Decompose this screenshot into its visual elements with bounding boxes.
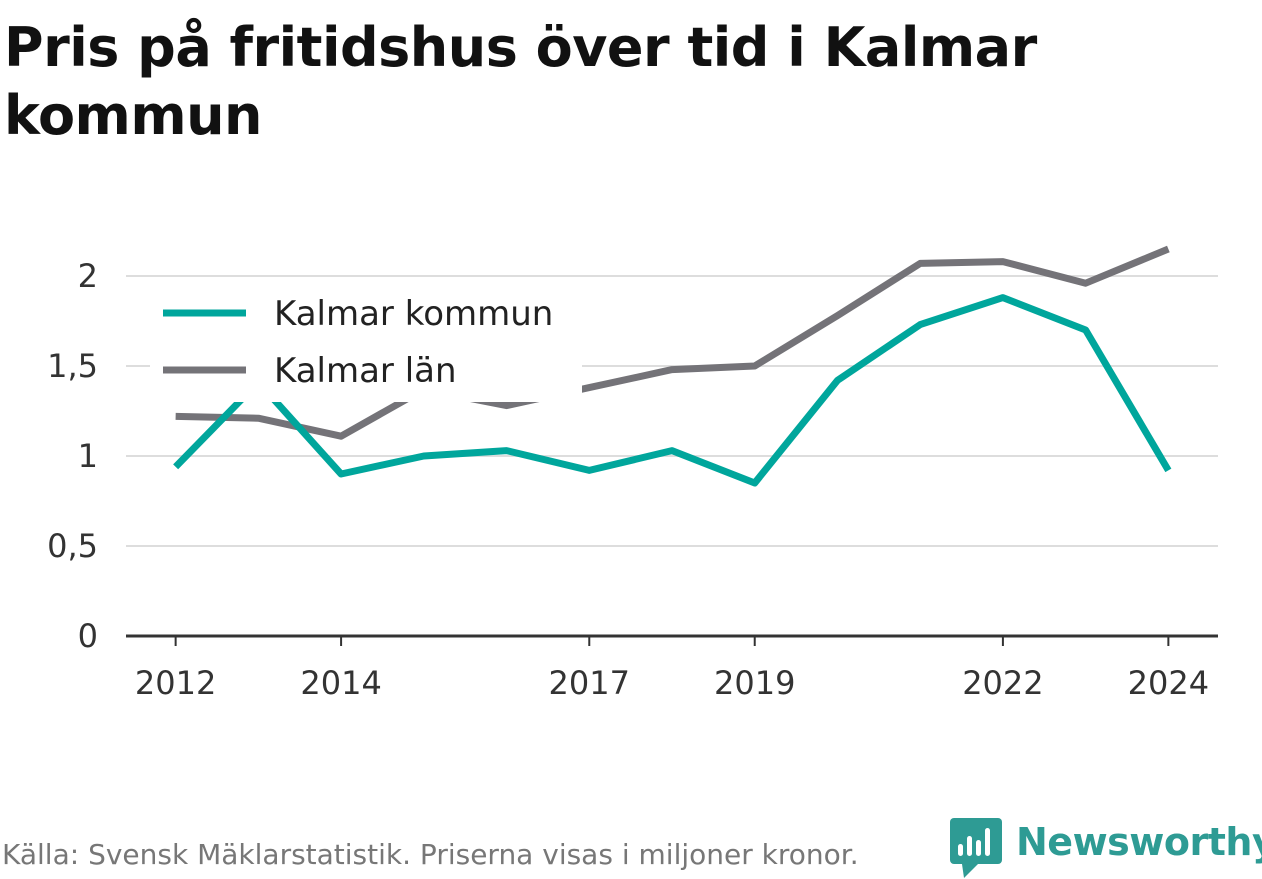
series-line-kalmar-kommun: [173, 294, 1172, 487]
y-tick-label: 1: [78, 437, 98, 475]
x-tick-label: 2012: [135, 664, 216, 702]
grid-lines: [126, 275, 1218, 547]
x-axis-labels: 2012 2014 2017 2019 2022 2024: [135, 664, 1209, 702]
y-tick-label: 0,5: [47, 527, 98, 565]
x-tick-label: 2024: [1128, 664, 1209, 702]
legend-label: Kalmar kommun: [274, 294, 553, 334]
newsworthy-logo-icon: [950, 818, 1002, 878]
x-tick-label: 2017: [549, 664, 630, 702]
x-tick-label: 2019: [714, 664, 795, 702]
x-axis: [126, 634, 1218, 646]
y-tick-label: 2: [78, 257, 98, 295]
y-tick-label: 0: [78, 617, 98, 655]
source-note: Källa: Svensk Mäklarstatistik. Priserna …: [2, 838, 859, 871]
y-tick-label: 1,5: [47, 347, 98, 385]
series-line-kalmar-lan: [175, 245, 1170, 440]
y-axis-labels: 0 0,5 1 1,5 2: [47, 257, 98, 655]
series-lines: [173, 245, 1172, 487]
x-tick-label: 2014: [300, 664, 381, 702]
x-tick-label: 2022: [962, 664, 1043, 702]
legend-background: [150, 290, 582, 402]
legend-label: Kalmar län: [274, 351, 457, 391]
legend: Kalmar kommun Kalmar län: [150, 290, 582, 402]
brand-name: Newsworthy: [1016, 820, 1262, 864]
chart-title: Pris på fritidshus över tid i Kalmar kom…: [4, 16, 1037, 147]
newsworthy-brand: Newsworthy: [950, 818, 1262, 878]
line-chart: 0 0,5 1 1,5 2 2012 2014 2017 2019 2022 2024 Kalma…: [47, 245, 1218, 702]
